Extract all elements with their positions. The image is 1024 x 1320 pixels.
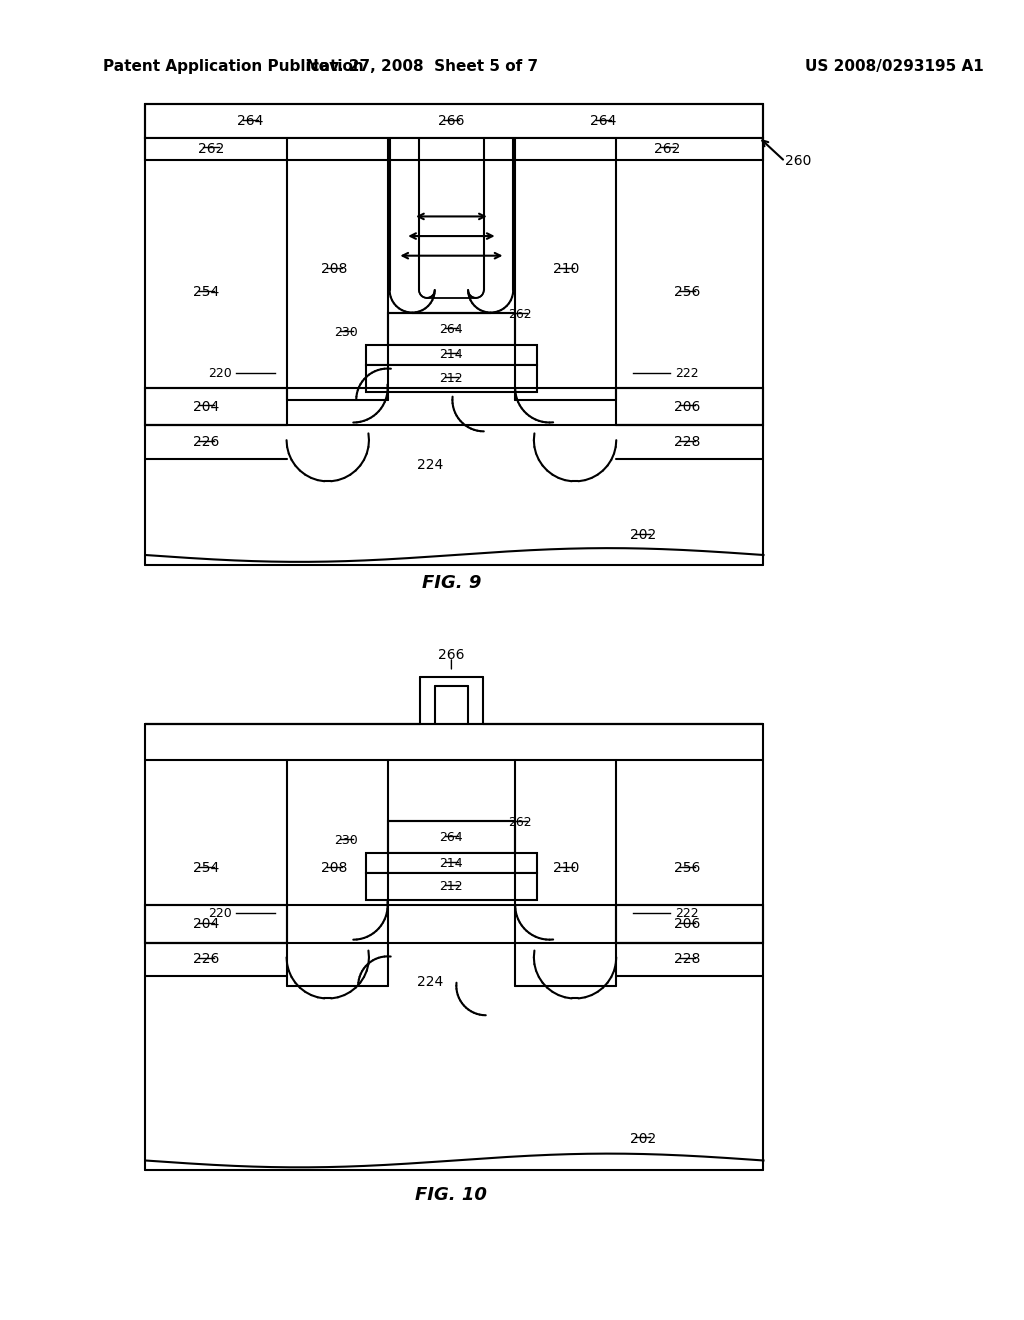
Bar: [145, 388, 287, 425]
Text: 208: 208: [322, 263, 348, 276]
Text: 224: 224: [417, 975, 443, 989]
Bar: [145, 906, 287, 942]
Text: Patent Application Publication: Patent Application Publication: [103, 59, 364, 74]
Text: 208: 208: [322, 861, 348, 875]
Text: 226: 226: [193, 952, 219, 966]
Text: 262: 262: [508, 308, 531, 321]
Text: 262: 262: [198, 141, 224, 156]
Bar: [366, 345, 537, 364]
Text: 224: 224: [417, 458, 443, 471]
Text: 214: 214: [439, 857, 463, 870]
Text: 260: 260: [785, 154, 811, 169]
Bar: [366, 853, 537, 873]
Text: 222: 222: [675, 907, 698, 920]
Bar: [366, 364, 537, 392]
Text: 202: 202: [630, 528, 656, 543]
Text: 228: 228: [674, 952, 700, 966]
Bar: [388, 313, 515, 345]
Bar: [145, 103, 764, 137]
Bar: [616, 388, 764, 425]
Text: 210: 210: [553, 861, 580, 875]
Text: 202: 202: [630, 1131, 656, 1146]
Text: 230: 230: [335, 326, 358, 339]
Text: 266: 266: [438, 115, 465, 128]
Text: 206: 206: [674, 917, 700, 931]
Text: 206: 206: [674, 400, 700, 413]
Text: 266: 266: [438, 648, 465, 663]
Text: 230: 230: [335, 834, 358, 847]
Text: 214: 214: [439, 348, 463, 362]
Text: 204: 204: [193, 917, 219, 931]
Text: 264: 264: [590, 115, 616, 128]
Text: 256: 256: [674, 285, 700, 300]
Text: 204: 204: [193, 400, 219, 413]
Text: 262: 262: [508, 816, 531, 829]
Bar: [616, 906, 764, 942]
Text: 264: 264: [439, 832, 463, 843]
Text: 220: 220: [208, 367, 231, 380]
Text: 254: 254: [193, 861, 219, 875]
Text: 222: 222: [675, 367, 698, 380]
Text: Nov. 27, 2008  Sheet 5 of 7: Nov. 27, 2008 Sheet 5 of 7: [306, 59, 538, 74]
Text: 262: 262: [654, 141, 681, 156]
Text: FIG. 10: FIG. 10: [416, 1185, 487, 1204]
Bar: [388, 821, 515, 853]
Bar: [366, 873, 537, 900]
Text: 256: 256: [674, 861, 700, 875]
Text: US 2008/0293195 A1: US 2008/0293195 A1: [805, 59, 983, 74]
Text: 212: 212: [439, 372, 463, 385]
Text: 264: 264: [439, 323, 463, 335]
Bar: [145, 137, 764, 160]
Text: 254: 254: [193, 285, 219, 300]
Text: 264: 264: [237, 115, 263, 128]
Text: 228: 228: [674, 436, 700, 449]
Text: 226: 226: [193, 436, 219, 449]
Text: FIG. 9: FIG. 9: [422, 574, 481, 593]
Text: 212: 212: [439, 880, 463, 894]
Text: 220: 220: [208, 907, 231, 920]
Text: 210: 210: [553, 263, 580, 276]
